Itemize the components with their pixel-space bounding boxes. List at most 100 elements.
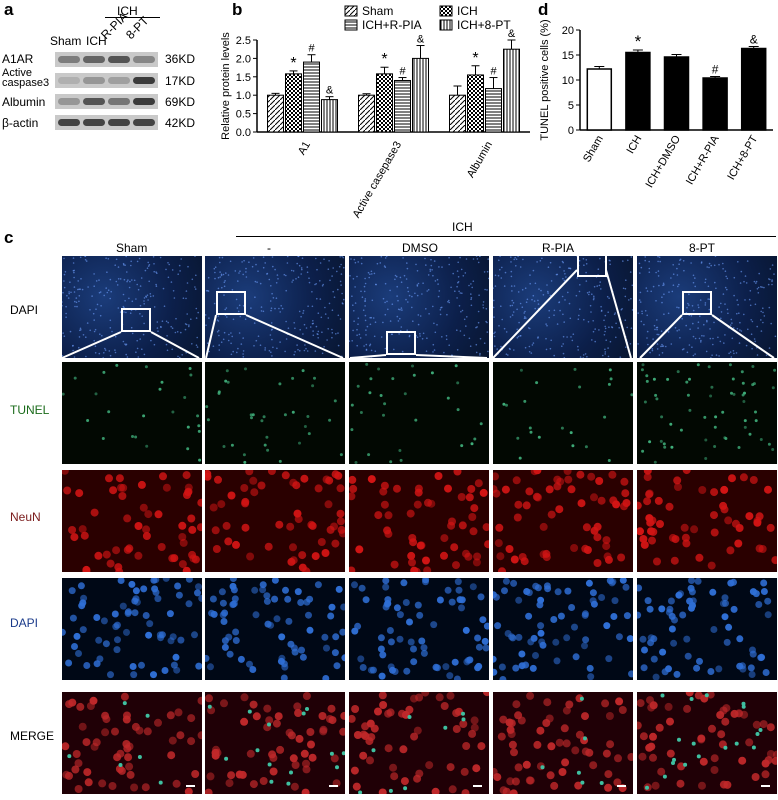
bar [702, 77, 728, 131]
tunel-image [62, 362, 202, 464]
y-axis-label: Relative protein levels [220, 32, 232, 140]
panel-letter-d: d [538, 0, 549, 19]
significance-mark: & [326, 85, 334, 97]
row-label-merge: MERGE [10, 729, 55, 743]
y-tick-label: 5 [568, 100, 574, 112]
wb-blot-strip [55, 73, 158, 88]
x-tick-label: ICH [625, 133, 645, 155]
dapi-overview-image [349, 256, 489, 358]
y-tick-label: 2.0 [236, 53, 251, 65]
tunel-image [349, 362, 489, 464]
wb-lane-sham: Sham [50, 34, 82, 48]
wb-row-label: Active caspase3 [2, 67, 50, 89]
micro-ich-header: ICH [452, 220, 473, 234]
column-header-dmso: DMSO [402, 241, 438, 255]
column-header-ich: - [267, 241, 271, 255]
neun-image [349, 470, 489, 572]
legend-label: Sham [362, 4, 393, 18]
x-tick-label: ICH+8-PT [725, 133, 760, 182]
significance-mark: & [508, 28, 516, 40]
wb-row-size: 69KD [165, 95, 196, 109]
tunel-image [493, 362, 633, 464]
legend-label: ICH+8-PT [457, 18, 511, 32]
wb-ich-bracket [105, 17, 160, 18]
wb-blot-strip [55, 52, 158, 67]
dapi-image [349, 578, 489, 680]
dapi-overview-image [62, 256, 202, 358]
dapi-image [493, 578, 633, 680]
panel-letter-c: c [4, 228, 14, 247]
bar [503, 48, 520, 133]
y-tick-label: 0.5 [236, 109, 251, 121]
significance-mark: & [750, 33, 758, 47]
dapi-image [62, 578, 202, 680]
legend-swatch [439, 5, 453, 17]
wb-row-label: β-actin [2, 116, 39, 130]
micro-ich-bracket [236, 236, 776, 237]
y-tick-label: 2.5 [236, 35, 251, 47]
x-tick-label: Sham [581, 134, 606, 165]
panel-letter-b: b [232, 0, 243, 19]
scale-bar [329, 785, 338, 787]
y-tick-label: 0.0 [236, 127, 251, 139]
zoom-region-box [216, 291, 246, 315]
significance-mark: # [399, 66, 406, 78]
significance-mark: # [490, 66, 497, 78]
merge-image [637, 692, 777, 794]
y-tick-label: 1.0 [236, 90, 251, 102]
bar [663, 56, 690, 131]
y-axis-label: TUNEL positive cells (%) [539, 19, 551, 140]
wb-row-size: 36KD [165, 52, 196, 66]
neun-image [62, 470, 202, 572]
y-tick-label: 0 [568, 125, 574, 137]
column-header-rpia: R-PIA [542, 241, 575, 255]
dapi-image [637, 578, 777, 680]
merge-image [349, 692, 489, 794]
bar [376, 73, 393, 133]
y-tick-label: 15 [562, 50, 574, 62]
wb-lane-rpia: R-PIA [98, 9, 131, 42]
row-label-dapi: DAPI [10, 616, 39, 630]
dapi-overview-image [493, 256, 633, 358]
column-header-sham: Sham [116, 241, 148, 255]
bar [740, 47, 767, 131]
bar [394, 79, 411, 133]
row-label-dapi-overview: DAPI [10, 303, 39, 317]
scale-bar [473, 785, 482, 787]
significance-mark: * [472, 50, 478, 67]
merge-image [205, 692, 345, 794]
row-label-neun: NeuN [10, 510, 41, 524]
wb-ich-header: ICH [117, 4, 138, 18]
dapi-image [205, 578, 345, 680]
wb-lane-ich: ICH [86, 34, 107, 48]
wb-blot-strip [55, 94, 158, 109]
wb-row-size: 42KD [165, 116, 196, 130]
chart-b-protein-levels: 0.0 0.5 1.0 1.5 2.0 2.5 Relative protein level… [220, 4, 530, 220]
tunel-image [637, 362, 777, 464]
bar [285, 73, 302, 133]
wb-row-size: 17KD [165, 74, 196, 88]
bar [467, 74, 484, 133]
wb-row-label: Albumin [2, 95, 46, 109]
significance-mark: # [308, 43, 315, 55]
bar [586, 68, 613, 131]
significance-mark: * [290, 55, 296, 72]
y-tick-label: 10 [562, 75, 574, 87]
legend-label: ICH+R-PIA [362, 18, 422, 32]
wb-row-label: A1AR [2, 52, 34, 66]
chart-d-tunel: 0 5 10 15 20 TUNEL positive cells (%) Sham * ICH… [539, 19, 773, 190]
significance-mark: * [635, 32, 642, 51]
zoom-region-box [386, 331, 416, 355]
merge-image [493, 692, 633, 794]
panel-letter-a: a [4, 0, 14, 19]
zoom-region-box [577, 253, 607, 277]
x-tick-label: A1 [296, 140, 313, 158]
y-tick-label: 1.5 [236, 72, 251, 84]
merge-image [62, 692, 202, 794]
neun-image [637, 470, 777, 572]
bar [412, 57, 429, 133]
bar [625, 51, 651, 131]
neun-image [205, 470, 345, 572]
bar [358, 94, 375, 133]
significance-mark: * [381, 51, 387, 68]
